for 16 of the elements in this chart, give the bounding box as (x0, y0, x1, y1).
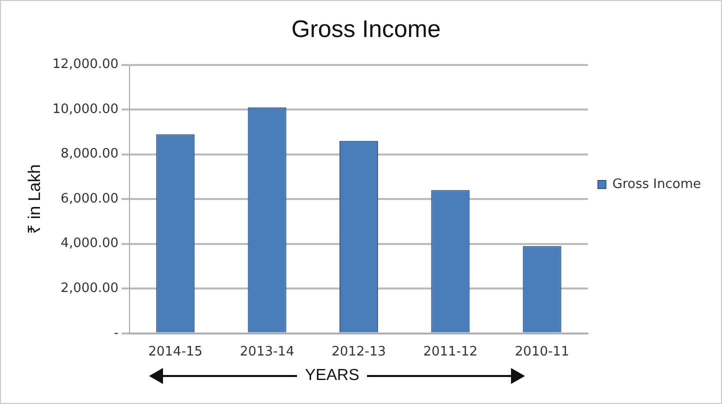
y-tick-label: 10,000.00 (52, 102, 119, 117)
y-tick-label: - (114, 326, 119, 341)
x-tick-label: 2011-12 (423, 344, 478, 360)
y-tick-label: 8,000.00 (60, 146, 119, 162)
y-tick-label: 2,000.00 (60, 281, 119, 296)
x-tick-label: 2012-13 (332, 344, 386, 360)
chart-title: Gross Income (291, 16, 441, 44)
y-axis-title: ₹ in Lakh (24, 164, 44, 234)
y-tick-label: 4,000.00 (60, 236, 119, 252)
x-tick-label: 2010-11 (514, 344, 570, 360)
x-tick-label: 2014-15 (148, 344, 203, 360)
y-tick-label: 12,000.00 (52, 57, 119, 72)
legend-label: Gross Income (612, 176, 702, 192)
x-tick-label: 2013-14 (240, 344, 294, 360)
y-tick-label: 6,000.00 (60, 191, 119, 206)
x-axis-title: YEARS (304, 367, 360, 385)
